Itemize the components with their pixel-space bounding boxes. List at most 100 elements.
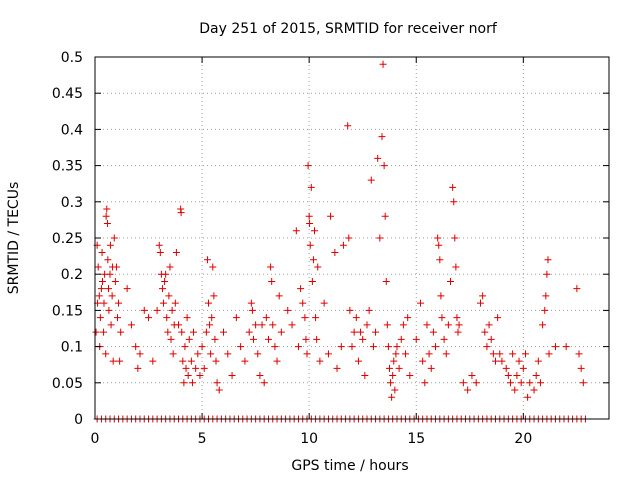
data-point — [215, 386, 223, 394]
data-point — [324, 350, 332, 358]
y-tick-label: 0 — [74, 412, 83, 428]
data-point — [447, 277, 455, 285]
data-points — [92, 60, 589, 423]
chart-title: Day 251 of 2015, SRMTID for receiver nor… — [199, 21, 498, 37]
y-axis-label: SRMTID / TECUs — [6, 182, 22, 295]
data-point — [363, 321, 371, 329]
y-tick-label: 0.3 — [61, 195, 83, 211]
data-point — [337, 343, 345, 351]
data-point — [502, 364, 510, 372]
data-point — [382, 277, 390, 285]
data-point — [543, 270, 551, 278]
data-point — [105, 306, 113, 314]
data-point — [506, 379, 514, 387]
data-point — [532, 372, 540, 380]
data-point — [539, 321, 547, 329]
data-point — [299, 299, 307, 307]
data-point — [97, 285, 105, 293]
y-tick-label: 0.45 — [52, 86, 83, 102]
data-point — [346, 306, 354, 314]
x-tick-label: 15 — [407, 431, 425, 447]
data-point — [339, 241, 347, 249]
data-point — [491, 357, 499, 365]
data-point — [160, 299, 168, 307]
data-point — [110, 234, 118, 242]
data-point — [111, 277, 119, 285]
data-point — [331, 248, 339, 256]
data-point — [305, 212, 313, 220]
x-tick-label: 0 — [91, 431, 100, 447]
data-point — [438, 314, 446, 322]
data-point — [542, 292, 550, 300]
data-point — [485, 321, 493, 329]
y-tick-label: 0.4 — [61, 122, 83, 138]
data-point — [526, 379, 534, 387]
data-point — [397, 335, 405, 343]
data-point — [306, 220, 314, 228]
data-point — [169, 350, 177, 358]
data-point — [109, 357, 117, 365]
data-point — [202, 328, 210, 336]
data-point — [123, 285, 131, 293]
data-point — [262, 314, 270, 322]
data-point — [314, 263, 322, 271]
data-point — [158, 285, 166, 293]
data-point — [183, 314, 191, 322]
x-tick-label: 5 — [198, 431, 207, 447]
data-point — [388, 393, 396, 401]
data-point — [309, 256, 317, 264]
data-point — [95, 292, 103, 300]
data-point — [241, 357, 249, 365]
data-point — [434, 234, 442, 242]
data-point — [449, 183, 457, 191]
data-point — [188, 379, 196, 387]
data-point — [182, 364, 190, 372]
data-point — [344, 122, 352, 130]
data-point — [432, 343, 440, 351]
data-point — [163, 314, 171, 322]
data-point — [302, 335, 310, 343]
data-point — [232, 314, 240, 322]
data-point — [354, 357, 362, 365]
data-point — [352, 314, 360, 322]
data-point — [194, 350, 202, 358]
data-point — [534, 357, 542, 365]
data-point — [421, 379, 429, 387]
data-point — [212, 357, 220, 365]
data-point — [155, 241, 163, 249]
data-point — [190, 328, 198, 336]
data-point — [271, 343, 279, 351]
data-point — [196, 372, 204, 380]
tick-labels: 0 5 10 15 20 0 0.05 0.1 0.15 0.2 0.25 0.3 0.35 0.4 0.4… — [52, 50, 532, 447]
data-point — [277, 328, 285, 336]
data-point — [207, 350, 215, 358]
data-point — [361, 372, 369, 380]
data-point — [307, 183, 315, 191]
data-point — [213, 379, 221, 387]
data-point — [269, 321, 277, 329]
data-point — [562, 343, 570, 351]
data-point — [483, 343, 491, 351]
data-point — [210, 292, 218, 300]
data-point — [498, 357, 506, 365]
data-point — [164, 328, 172, 336]
data-point — [577, 364, 585, 372]
data-point — [297, 285, 305, 293]
data-point — [102, 212, 110, 220]
axis-ticks — [94, 56, 609, 420]
data-point — [100, 328, 108, 336]
data-point — [208, 314, 216, 322]
data-point — [379, 60, 387, 68]
data-point — [220, 328, 227, 336]
data-point — [427, 364, 435, 372]
data-point — [551, 343, 559, 351]
y-tick-label: 0.05 — [52, 376, 83, 392]
data-point — [359, 335, 367, 343]
data-point — [372, 328, 380, 336]
data-point — [406, 372, 414, 380]
x-tick-label: 20 — [514, 431, 532, 447]
data-point — [423, 321, 431, 329]
data-point — [275, 292, 283, 300]
y-tick-label: 0.25 — [52, 231, 83, 247]
data-point — [374, 154, 382, 162]
